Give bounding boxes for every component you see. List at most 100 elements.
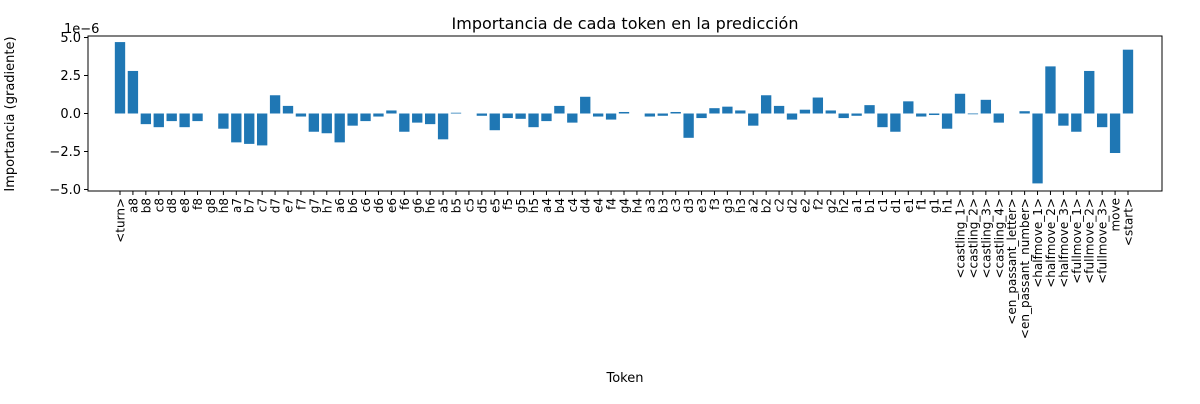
x-tick-label: <halfmove_2>	[1044, 198, 1058, 288]
x-tick-label: h4	[630, 198, 644, 213]
bar	[256, 113, 268, 146]
bar	[773, 105, 785, 114]
bar	[166, 113, 177, 122]
x-tick-label: g3	[721, 198, 735, 213]
bar	[799, 109, 811, 114]
x-tick-label: <start>	[1122, 198, 1136, 246]
bar	[282, 105, 294, 114]
bar	[928, 113, 940, 116]
bar	[399, 113, 410, 132]
y-tick-label: 0.0	[60, 107, 81, 122]
bar	[605, 113, 617, 120]
x-tick-label: c2	[773, 198, 787, 212]
bar	[993, 113, 1004, 123]
y-tick-label: 5.0	[60, 31, 81, 46]
bar	[825, 110, 836, 114]
y-tick-label: 2.5	[60, 69, 81, 84]
x-tick-label: move	[1109, 198, 1123, 232]
x-tick-label: c1	[876, 198, 890, 212]
x-tick-label: a4	[540, 198, 554, 213]
bar	[618, 111, 630, 114]
bar	[838, 113, 849, 119]
x-tick-label: d1	[889, 198, 903, 213]
x-tick-label: e5	[488, 198, 502, 213]
y-tick-label: −5.0	[49, 183, 81, 198]
x-tick-label: d7	[269, 198, 283, 213]
bar	[760, 95, 772, 114]
bar	[541, 113, 552, 122]
bar	[424, 113, 436, 125]
x-tick-label: <en_passant_letter>	[1005, 198, 1019, 325]
y-tick-label: −2.5	[49, 145, 81, 160]
bar	[683, 113, 694, 138]
bar	[1109, 113, 1121, 154]
x-tick-label: g7	[307, 198, 321, 213]
x-tick-label: f6	[398, 198, 412, 210]
bar	[1032, 113, 1043, 184]
bar	[153, 113, 164, 128]
x-tick-label: <en_passant_number>	[1018, 198, 1032, 339]
bar	[321, 113, 332, 134]
x-tick-label: e6	[385, 198, 399, 213]
bar	[748, 113, 759, 126]
x-tick-label: e1	[902, 198, 916, 213]
x-tick-label: f1	[915, 198, 929, 210]
x-tick-label: d5	[475, 198, 489, 213]
x-tick-label: h7	[320, 198, 334, 213]
x-tick-label: h5	[527, 198, 541, 213]
x-tick-label: <castling_1>	[954, 198, 968, 279]
x-tick-label: b6	[346, 198, 360, 213]
x-tick-label: b2	[760, 198, 774, 213]
x-tick-label: <fullmove_1>	[1070, 198, 1084, 284]
bar	[670, 111, 681, 114]
x-tick-label: g4	[618, 198, 632, 213]
bar	[941, 113, 953, 129]
bar	[812, 97, 824, 114]
bar	[347, 113, 358, 126]
bar	[890, 113, 901, 132]
bar	[476, 113, 488, 116]
bar	[864, 105, 875, 114]
x-axis-label: Token	[606, 371, 644, 386]
x-tick-label: e7	[282, 198, 296, 213]
x-ticks-group: <turn>a8b8c8d8e8f8g8h8a7b7c7d7e7f7g7h7a6…	[114, 191, 1136, 339]
y-scale-offset-label: 1e−6	[64, 22, 99, 37]
bar	[554, 105, 565, 114]
bar	[1071, 113, 1082, 132]
bar	[295, 113, 307, 117]
x-tick-label: e2	[798, 198, 812, 213]
bar	[657, 113, 668, 116]
x-tick-label: f7	[294, 198, 308, 210]
bar	[360, 113, 371, 122]
bar	[218, 113, 229, 129]
x-tick-label: b3	[656, 198, 670, 213]
bar	[1058, 113, 1069, 126]
bar	[1096, 113, 1108, 128]
bar	[127, 70, 139, 114]
bar	[644, 113, 656, 117]
x-tick-label: g5	[514, 198, 528, 213]
x-tick-label: d4	[579, 198, 593, 213]
bar	[735, 110, 746, 114]
bar	[592, 113, 604, 117]
x-tick-label: f4	[605, 198, 619, 210]
x-tick-label: <castling_2>	[966, 198, 980, 279]
x-tick-label: <castling_3>	[979, 198, 993, 279]
bar	[489, 113, 500, 131]
x-tick-label: h6	[424, 198, 438, 213]
bar	[954, 93, 966, 114]
x-tick-label: h1	[941, 198, 955, 213]
x-tick-label: <fullmove_2>	[1083, 198, 1097, 284]
x-tick-label: <fullmove_3>	[1096, 198, 1110, 284]
bar	[412, 113, 423, 123]
x-tick-label: b4	[553, 198, 567, 213]
bar	[567, 113, 578, 123]
x-tick-label: f5	[501, 198, 515, 210]
chart-title: Importancia de cada token en la predicci…	[452, 14, 799, 33]
bar	[244, 113, 255, 144]
x-tick-label: h2	[837, 198, 851, 213]
bar	[179, 113, 190, 128]
x-tick-label: g1	[928, 198, 942, 213]
plot-frame	[87, 35, 1163, 192]
